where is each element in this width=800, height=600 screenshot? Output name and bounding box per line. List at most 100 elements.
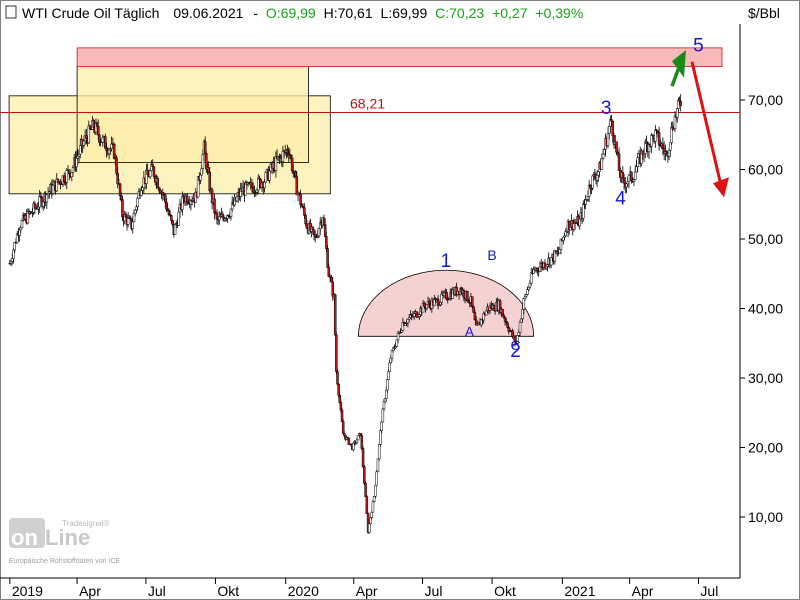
- candle-body: [95, 122, 99, 127]
- candle-body: [372, 496, 376, 502]
- candle-body: [363, 466, 366, 484]
- x-tick-label: Apr: [356, 583, 378, 599]
- candle-body: [359, 433, 362, 436]
- candle-body: [445, 292, 448, 300]
- candle-body: [140, 190, 143, 196]
- candle-body: [601, 153, 605, 159]
- rounding-pattern: [358, 269, 535, 337]
- candle-body: [396, 333, 400, 341]
- candle-body: [221, 213, 225, 218]
- candle-body: [670, 126, 673, 143]
- candle-body: [167, 210, 171, 215]
- candle-body: [562, 236, 565, 241]
- candle-body: [597, 171, 600, 176]
- candle-body: [281, 151, 285, 162]
- candle-body: [518, 321, 522, 333]
- candle-body: [62, 175, 66, 183]
- candle-body: [115, 157, 118, 174]
- candle-body: [133, 209, 137, 214]
- candle-body: [522, 298, 526, 310]
- candle-body: [502, 315, 506, 318]
- candle-body: [467, 300, 470, 303]
- logo-source: Europäische Rohstoffdaten von ICE: [9, 558, 120, 565]
- candle-body: [287, 152, 290, 156]
- candle-body: [374, 484, 377, 497]
- candle-body: [213, 198, 216, 214]
- candle-body: [676, 108, 679, 118]
- candle-body: [347, 437, 351, 445]
- candle-body: [79, 145, 82, 155]
- candle-body: [336, 371, 339, 385]
- candle-body: [136, 197, 139, 208]
- y-tick-label: 50,00: [748, 231, 783, 247]
- candle-body: [375, 471, 378, 486]
- candle-body: [455, 286, 458, 295]
- x-tick-label: 2019: [12, 583, 43, 599]
- candle-body: [120, 195, 123, 200]
- candle-body: [582, 203, 585, 219]
- wave-label-5: 5: [693, 35, 704, 56]
- candle-body: [513, 335, 517, 343]
- candle-body: [442, 292, 446, 296]
- candle-body: [627, 174, 631, 183]
- candle-body: [546, 264, 549, 267]
- wave-label-1: 1: [441, 251, 452, 272]
- header-date: 09.06.2021: [173, 5, 243, 21]
- candle-body: [132, 212, 136, 223]
- candle-body: [650, 134, 653, 147]
- candle-body: [182, 195, 185, 199]
- candle-body: [42, 201, 45, 207]
- candle-body: [20, 220, 24, 229]
- candle-body: [9, 261, 13, 264]
- candle-body: [104, 136, 107, 149]
- candle-body: [572, 223, 576, 230]
- candle-body: [161, 192, 165, 196]
- candle-body: [77, 153, 81, 157]
- candle-body: [401, 321, 405, 331]
- candle-body: [492, 304, 496, 311]
- candle-body: [208, 171, 212, 192]
- candle-body: [299, 193, 302, 206]
- candle-body: [339, 402, 343, 411]
- candle-body: [622, 177, 626, 184]
- candle-body: [538, 266, 542, 272]
- header-change: +0,27: [492, 5, 528, 21]
- candle-body: [386, 379, 389, 391]
- logo-block: [9, 518, 45, 548]
- candle-body: [521, 309, 524, 320]
- candle-body: [617, 153, 621, 171]
- candle-body: [584, 199, 587, 205]
- candle-body: [141, 187, 144, 191]
- chart-header: WTI Crude Oil Täglich 09.06.2021 - O:69,…: [5, 5, 780, 21]
- window-checkbox-icon[interactable]: [5, 5, 17, 19]
- candle-body: [667, 149, 671, 157]
- y-tick-label: 60,00: [748, 162, 783, 178]
- candle-body: [365, 496, 369, 514]
- candle-body: [544, 266, 548, 269]
- x-tick-label: Okt: [217, 583, 239, 599]
- candle-body: [633, 171, 637, 180]
- candle-body: [323, 224, 327, 237]
- candle-body: [625, 183, 628, 188]
- candle-body: [558, 249, 562, 254]
- candle-body: [569, 227, 572, 231]
- candle-body: [536, 268, 539, 271]
- candle-body: [425, 304, 429, 309]
- wave-label-3: 3: [601, 98, 612, 119]
- candle-body: [157, 187, 161, 191]
- candle-body: [340, 409, 344, 422]
- candle-body: [112, 143, 116, 159]
- candle-body: [485, 310, 488, 316]
- candle-body: [92, 120, 95, 128]
- x-tick-label: Apr: [79, 583, 101, 599]
- candle-body: [423, 302, 426, 307]
- candle-body: [105, 148, 108, 152]
- candle-body: [13, 242, 16, 251]
- candle-body: [186, 195, 189, 204]
- candle-body: [376, 458, 380, 473]
- candle-body: [201, 154, 205, 169]
- candle-body: [621, 172, 625, 179]
- y-tick-label: 10,00: [748, 509, 783, 525]
- candle-body: [37, 206, 40, 210]
